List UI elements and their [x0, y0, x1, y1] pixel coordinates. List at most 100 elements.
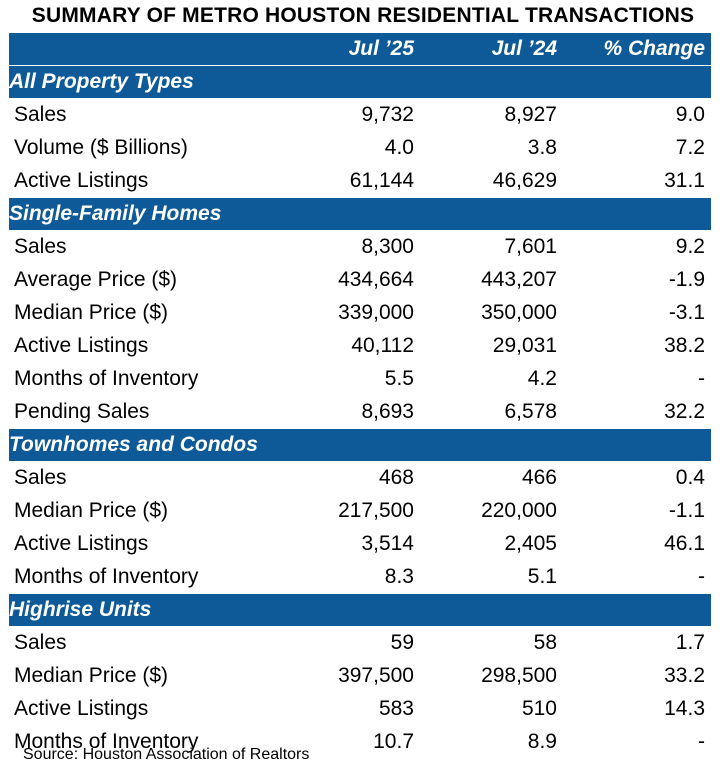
value-pct-change: 31.1	[563, 164, 711, 198]
row-label: Median Price ($)	[9, 296, 277, 330]
value-pct-change: -	[563, 362, 711, 396]
value-jul-24: 510	[420, 692, 563, 726]
value-jul-24: 5.1	[420, 560, 563, 594]
value-pct-change: 9.2	[563, 230, 711, 264]
value-pct-change: 1.7	[563, 626, 711, 660]
table-row: Sales 59 58 1.7	[9, 626, 711, 660]
row-label: Median Price ($)	[9, 494, 277, 528]
table-row: Volume ($ Billions) 4.0 3.8 7.2	[9, 131, 711, 165]
table-row: Median Price ($) 339,000 350,000 -3.1	[9, 296, 711, 330]
value-jul-25: 468	[277, 461, 420, 495]
value-jul-24: 4.2	[420, 362, 563, 396]
header-blank-cell	[9, 33, 277, 66]
row-label: Average Price ($)	[9, 263, 277, 297]
table-row: Sales 468 466 0.4	[9, 461, 711, 495]
value-pct-change: 32.2	[563, 395, 711, 429]
value-pct-change: -3.1	[563, 296, 711, 330]
value-jul-24: 3.8	[420, 131, 563, 165]
value-jul-25: 217,500	[277, 494, 420, 528]
section-header-row: Townhomes and Condos	[9, 428, 711, 462]
source-note: Source: Houston Association of Realtors	[23, 746, 310, 763]
summary-table-body: Jul ’25 Jul ’24 % Change All Property Ty…	[9, 33, 711, 759]
row-label: Sales	[9, 461, 277, 495]
value-pct-change: 9.0	[563, 98, 711, 132]
row-label: Months of Inventory	[9, 725, 277, 759]
value-pct-change: -	[563, 725, 711, 759]
value-jul-25: 3,514	[277, 527, 420, 561]
table-row: Pending Sales 8,693 6,578 32.2	[9, 395, 711, 429]
table-row: Months of Inventory 8.3 5.1-	[9, 560, 711, 594]
value-jul-25: 8.3	[277, 560, 420, 594]
row-label: Active Listings	[9, 692, 277, 726]
value-jul-25: 397,500	[277, 659, 420, 693]
value-pct-change: 7.2	[563, 131, 711, 165]
row-label: Sales	[9, 626, 277, 660]
section-header-row: All Property Types	[9, 65, 711, 99]
table-title: SUMMARY OF METRO HOUSTON RESIDENTIAL TRA…	[31, 4, 695, 27]
column-header-jul-24: Jul ’24	[420, 33, 563, 66]
table-row: Months of Inventory 10.7 8.9-	[9, 725, 711, 759]
value-jul-24: 466	[420, 461, 563, 495]
section-header-row: Highrise Units	[9, 593, 711, 627]
value-jul-24: 8.9	[420, 725, 563, 759]
table-row: Sales 8,300 7,601 9.2	[9, 230, 711, 264]
value-jul-24: 58	[420, 626, 563, 660]
row-label: Pending Sales	[9, 395, 277, 429]
column-header-pct-change: % Change	[563, 33, 711, 66]
value-jul-24: 46,629	[420, 164, 563, 198]
value-jul-25: 59	[277, 626, 420, 660]
table-row: Active Listings 583 510 14.3	[9, 692, 711, 726]
value-jul-24: 443,207	[420, 263, 563, 297]
value-pct-change: 0.4	[563, 461, 711, 495]
value-jul-25: 10.7	[277, 725, 420, 759]
table-row: Sales 9,732 8,927 9.0	[9, 98, 711, 132]
value-jul-25: 8,300	[277, 230, 420, 264]
row-label: Active Listings	[9, 329, 277, 363]
value-jul-25: 4.0	[277, 131, 420, 165]
value-pct-change: -1.9	[563, 263, 711, 297]
value-jul-25: 40,112	[277, 329, 420, 363]
value-jul-24: 2,405	[420, 527, 563, 561]
value-jul-24: 298,500	[420, 659, 563, 693]
value-jul-24: 220,000	[420, 494, 563, 528]
row-label: Volume ($ Billions)	[9, 131, 277, 165]
table-row: Median Price ($) 397,500 298,500 33.2	[9, 659, 711, 693]
table-row: Median Price ($) 217,500 220,000 -1.1	[9, 494, 711, 528]
value-jul-25: 8,693	[277, 395, 420, 429]
value-jul-24: 350,000	[420, 296, 563, 330]
section-title: Highrise Units	[9, 593, 711, 627]
row-label: Months of Inventory	[9, 560, 277, 594]
summary-table: Jul ’25 Jul ’24 % Change All Property Ty…	[9, 33, 711, 759]
section-title: All Property Types	[9, 65, 711, 99]
value-pct-change: -1.1	[563, 494, 711, 528]
column-header-row: Jul ’25 Jul ’24 % Change	[9, 33, 711, 66]
section-header-row: Single-Family Homes	[9, 197, 711, 231]
section-title: Townhomes and Condos	[9, 428, 711, 462]
value-jul-25: 583	[277, 692, 420, 726]
table-row: Active Listings 3,514 2,405 46.1	[9, 527, 711, 561]
row-label: Sales	[9, 230, 277, 264]
value-pct-change: -	[563, 560, 711, 594]
table-row: Active Listings 40,112 29,031 38.2	[9, 329, 711, 363]
value-pct-change: 46.1	[563, 527, 711, 561]
row-label: Sales	[9, 98, 277, 132]
value-jul-24: 29,031	[420, 329, 563, 363]
value-jul-24: 7,601	[420, 230, 563, 264]
section-title: Single-Family Homes	[9, 197, 711, 231]
table-row: Active Listings 61,144 46,629 31.1	[9, 164, 711, 198]
table-row: Average Price ($) 434,664 443,207 -1.9	[9, 263, 711, 297]
value-jul-25: 339,000	[277, 296, 420, 330]
value-jul-24: 6,578	[420, 395, 563, 429]
value-pct-change: 38.2	[563, 329, 711, 363]
row-label: Months of Inventory	[9, 362, 277, 396]
value-pct-change: 14.3	[563, 692, 711, 726]
row-label: Median Price ($)	[9, 659, 277, 693]
value-jul-25: 5.5	[277, 362, 420, 396]
value-jul-25: 434,664	[277, 263, 420, 297]
column-header-jul-25: Jul ’25	[277, 33, 420, 66]
row-label: Active Listings	[9, 527, 277, 561]
value-pct-change: 33.2	[563, 659, 711, 693]
value-jul-25: 9,732	[277, 98, 420, 132]
value-jul-25: 61,144	[277, 164, 420, 198]
